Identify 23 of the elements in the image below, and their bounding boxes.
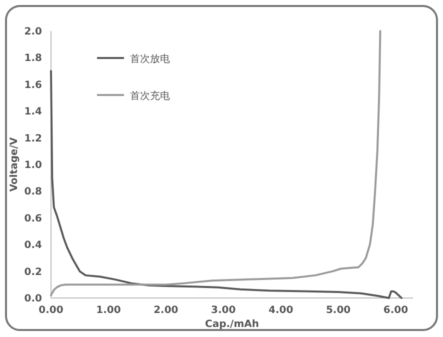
x-tick-label: 3.00 xyxy=(211,305,236,316)
x-tick-label: 1.00 xyxy=(96,305,121,316)
y-tick-label: 1.2 xyxy=(24,133,42,144)
y-tick-label: 0.4 xyxy=(24,240,42,252)
y-tick-label: 0.2 xyxy=(24,266,42,278)
y-tick-label: 1.4 xyxy=(24,106,42,118)
legend-label: 首次充电 xyxy=(130,90,170,102)
y-tick-label: 1.6 xyxy=(24,80,42,91)
y-tick-label: 1.8 xyxy=(24,53,42,64)
x-tick-label: 4.00 xyxy=(268,305,294,316)
y-tick-label: 0.0 xyxy=(24,294,42,304)
x-tick-label: 5.00 xyxy=(326,305,351,316)
y-axis-title: Voltage/V xyxy=(9,137,20,192)
y-tick-label: 0.6 xyxy=(24,213,42,224)
legend-label: 首次放电 xyxy=(130,53,170,65)
x-tick-label: 6.00 xyxy=(383,305,408,316)
x-tick-label: 0.00 xyxy=(38,305,64,316)
x-axis-title: Cap./mAh xyxy=(205,319,259,330)
x-tick-label: 2.00 xyxy=(154,305,178,316)
line-series xyxy=(50,70,403,299)
y-tick-label: 0.8 xyxy=(24,186,42,198)
y-tick-label: 2.0 xyxy=(24,26,42,38)
y-tick-label: 1.0 xyxy=(24,160,42,171)
